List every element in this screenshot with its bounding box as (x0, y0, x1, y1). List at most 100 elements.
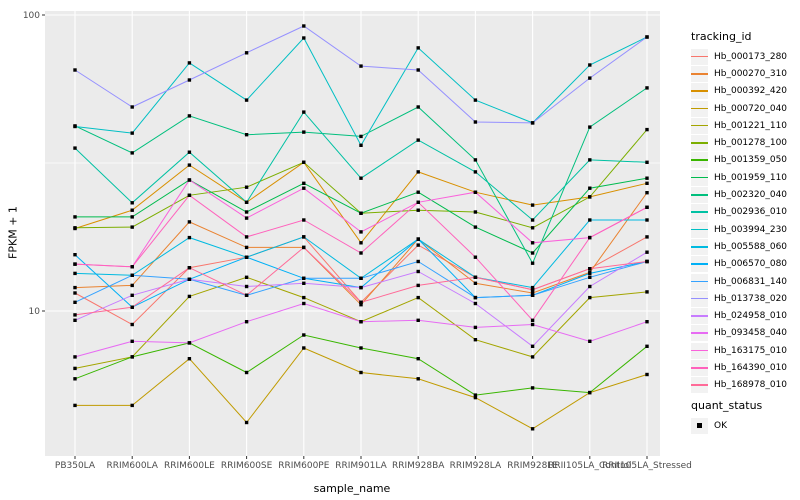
data-point (416, 295, 420, 300)
data-point (530, 203, 535, 207)
data-point (187, 277, 192, 281)
legend-line-icon (691, 142, 708, 144)
data-point (416, 269, 420, 274)
data-point (130, 208, 134, 212)
data-point (473, 98, 478, 102)
data-point (302, 218, 306, 222)
data-point (130, 265, 134, 269)
data-point (73, 215, 77, 219)
data-point (302, 130, 306, 134)
data-point (530, 322, 535, 327)
legend-line-icon (691, 176, 708, 179)
data-point (73, 366, 77, 371)
data-point (130, 293, 134, 297)
data-point (187, 357, 192, 361)
legend-item-Hb_001359_050: Hb_001359_050 (691, 152, 799, 169)
data-point (187, 114, 192, 118)
legend-key-box (691, 377, 708, 394)
data-point (244, 293, 249, 297)
data-point (645, 259, 649, 264)
legend-item-label: Hb_024958_010 (714, 311, 788, 322)
legend-key-box (691, 152, 708, 169)
data-point (73, 253, 77, 257)
data-point (359, 64, 363, 68)
x-tick-label: RRII105LA_Stressed (602, 461, 692, 471)
data-point (130, 305, 134, 309)
data-point (244, 210, 249, 214)
legend-line-icon (691, 72, 708, 75)
data-point (588, 295, 592, 300)
black-square-marker-icon (697, 423, 702, 428)
legend-key-box (691, 256, 708, 273)
legend-line-icon (691, 245, 708, 248)
data-point (187, 78, 192, 82)
legend-item-Hb_000173_280: Hb_000173_280 (691, 48, 799, 65)
data-point (416, 237, 420, 241)
data-point (302, 295, 306, 300)
data-point (530, 291, 535, 295)
data-point (73, 355, 77, 359)
data-point (416, 243, 420, 247)
legend-item-label: Hb_000173_280 (714, 51, 788, 62)
legend-item-Hb_006831_140: Hb_006831_140 (691, 273, 799, 290)
data-point (130, 131, 134, 135)
data-point (302, 235, 306, 239)
data-point (416, 259, 420, 264)
data-point (359, 143, 363, 147)
data-point (187, 61, 192, 65)
x-tick-label: RRIM928BA (392, 461, 445, 471)
data-point (416, 68, 420, 72)
data-point (73, 271, 77, 276)
legend-key-box (691, 48, 708, 65)
legend-key-box (691, 308, 708, 325)
x-tick-label: RRIM928LE (507, 461, 558, 471)
data-point (645, 86, 649, 90)
legend-item-Hb_093458_040: Hb_093458_040 (691, 325, 799, 342)
legend-item-label: Hb_002320_040 (714, 190, 788, 201)
data-point (588, 195, 592, 199)
data-point (130, 225, 134, 229)
data-point (416, 105, 420, 109)
data-point (530, 241, 535, 245)
legend-item-label: Hb_001959_110 (714, 172, 788, 183)
legend-line-icon (691, 315, 708, 317)
data-point (416, 377, 420, 381)
data-point (645, 344, 649, 348)
legend-item-Hb_001221_110: Hb_001221_110 (691, 117, 799, 134)
legend-item-Hb_163175_010: Hb_163175_010 (691, 342, 799, 359)
data-point (244, 255, 249, 259)
x-tick-label: RRIM600LA (106, 461, 158, 471)
data-point (473, 170, 478, 174)
data-point (130, 355, 134, 359)
data-point (530, 427, 535, 431)
data-point (588, 158, 592, 162)
legend-item-Hb_024958_010: Hb_024958_010 (691, 307, 799, 325)
data-point (359, 346, 363, 350)
data-point (416, 200, 420, 204)
data-point (73, 226, 77, 230)
data-point (73, 313, 77, 317)
data-point (473, 120, 478, 124)
data-point (473, 393, 478, 397)
data-point (530, 226, 535, 230)
legend-item-label: Hb_093458_040 (714, 328, 788, 339)
legend-key-box (691, 325, 708, 342)
data-point (416, 138, 420, 142)
data-point (645, 35, 649, 39)
legend-line-icon (691, 194, 708, 196)
data-point (530, 261, 535, 265)
data-point (473, 295, 478, 300)
data-point (359, 241, 363, 245)
data-point (473, 225, 478, 229)
data-point (645, 205, 649, 209)
data-point (530, 355, 535, 359)
y-tick-label: 100 (23, 11, 40, 21)
data-point (645, 191, 649, 195)
legend-key-box (691, 221, 708, 238)
x-tick-label: RRIM600SE (221, 461, 273, 471)
x-tick-label: RRIM600LE (164, 461, 215, 471)
data-point (73, 68, 77, 72)
data-point (359, 230, 363, 234)
data-point (302, 110, 306, 114)
legend-line-icon (691, 107, 708, 110)
